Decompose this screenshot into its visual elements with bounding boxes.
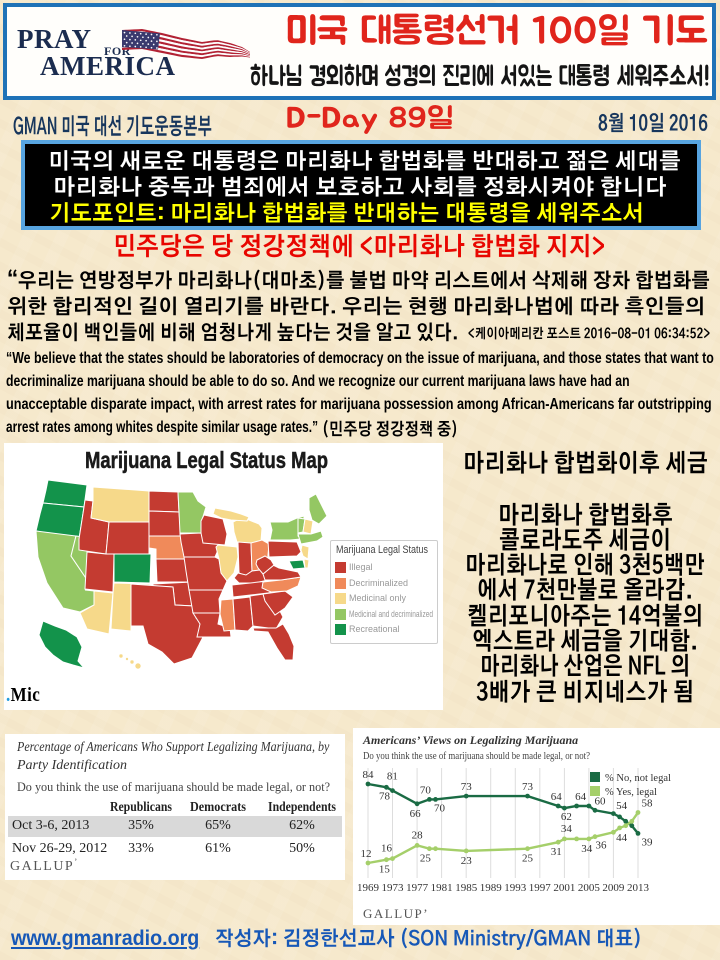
svg-text:12: 12 <box>361 848 372 860</box>
svg-text:16: 16 <box>381 843 393 855</box>
svg-text:2001: 2001 <box>553 882 575 894</box>
svg-text:1973: 1973 <box>382 882 405 894</box>
svg-text:60: 60 <box>595 795 607 807</box>
svg-text:1993: 1993 <box>504 882 527 894</box>
svg-text:1977: 1977 <box>406 882 429 894</box>
svg-text:73: 73 <box>461 781 473 793</box>
svg-text:2009: 2009 <box>602 882 625 894</box>
svg-text:25: 25 <box>522 853 534 865</box>
svg-text:1969: 1969 <box>357 882 380 894</box>
svg-text:39: 39 <box>642 836 654 848</box>
svg-text:34: 34 <box>581 843 593 855</box>
svg-text:58: 58 <box>642 798 654 810</box>
svg-text:25: 25 <box>420 853 432 865</box>
svg-text:64: 64 <box>551 791 563 803</box>
svg-text:36: 36 <box>596 840 608 852</box>
svg-text:31: 31 <box>551 846 562 858</box>
svg-text:15: 15 <box>379 864 391 876</box>
svg-text:73: 73 <box>522 781 534 793</box>
svg-text:2013: 2013 <box>627 882 650 894</box>
svg-text:70: 70 <box>420 784 432 796</box>
svg-text:1981: 1981 <box>431 882 453 894</box>
svg-text:GALLUP’: GALLUP’ <box>363 906 429 921</box>
svg-text:44: 44 <box>616 832 628 844</box>
svg-text:1989: 1989 <box>480 882 503 894</box>
svg-text:28: 28 <box>412 829 424 841</box>
svg-text:70: 70 <box>434 802 446 814</box>
svg-text:2005: 2005 <box>578 882 601 894</box>
svg-text:34: 34 <box>561 823 573 835</box>
svg-text:64: 64 <box>575 791 587 803</box>
svg-text:1985: 1985 <box>455 882 478 894</box>
svg-text:81: 81 <box>387 770 398 782</box>
svg-text:62: 62 <box>561 811 572 823</box>
svg-text:66: 66 <box>410 808 422 820</box>
svg-text:84: 84 <box>363 769 375 781</box>
svg-text:% No, not legal: % No, not legal <box>605 773 671 784</box>
svg-text:1997: 1997 <box>529 882 552 894</box>
svg-text:% Yes, legal: % Yes, legal <box>605 787 657 798</box>
svg-text:54: 54 <box>616 800 628 812</box>
svg-text:78: 78 <box>379 791 391 803</box>
svg-text:23: 23 <box>461 855 473 867</box>
